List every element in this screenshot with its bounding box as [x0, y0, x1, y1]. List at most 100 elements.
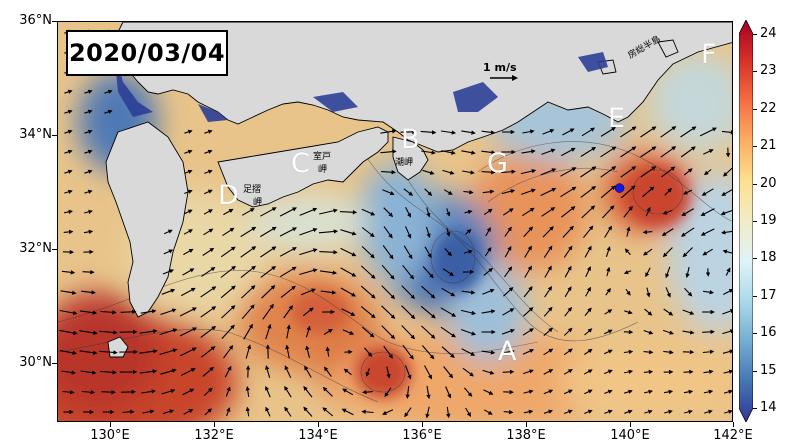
current-vector [139, 349, 158, 354]
current-vector [580, 166, 597, 178]
current-vector [82, 269, 95, 275]
current-vector [604, 309, 613, 315]
current-vector [182, 268, 195, 276]
current-vector [225, 386, 231, 397]
current-vector [481, 350, 496, 355]
current-vector [421, 325, 436, 339]
current-vector [184, 169, 193, 174]
current-vector [722, 329, 732, 335]
current-vector [122, 409, 135, 415]
current-vector [403, 188, 414, 196]
current-vector [503, 409, 514, 415]
current-vector [460, 309, 477, 316]
current-vector [179, 347, 197, 357]
current-vector [483, 389, 494, 395]
map-frame [57, 21, 733, 422]
current-vector [182, 388, 195, 396]
current-vector [721, 230, 732, 235]
colorbar-label-23: 23 [760, 63, 777, 79]
current-vector [184, 149, 193, 154]
current-vector [620, 126, 637, 138]
current-vector [383, 226, 393, 239]
current-vector [643, 389, 653, 394]
current-vector [501, 169, 516, 174]
current-vector [64, 189, 73, 194]
current-vector [682, 309, 695, 315]
current-vector [461, 348, 476, 356]
current-vector [159, 348, 178, 356]
current-vector [624, 248, 631, 256]
current-vector [681, 208, 694, 216]
current-vector [245, 406, 251, 417]
current-vector [564, 286, 572, 298]
current-vector [361, 208, 376, 216]
colorbar-tick [753, 295, 757, 297]
current-vector [260, 207, 277, 217]
current-vector [342, 388, 354, 396]
current-vector [522, 207, 535, 217]
current-vector [360, 265, 376, 279]
current-vector [340, 287, 357, 297]
current-vector [382, 189, 395, 196]
current-vector [540, 168, 557, 176]
current-vector [441, 287, 456, 297]
current-vector [585, 286, 591, 297]
current-vector [702, 248, 713, 256]
current-vector [163, 249, 174, 255]
current-vector [223, 345, 234, 359]
region-letter-e: E [608, 103, 626, 134]
current-vector [502, 308, 515, 316]
current-vector [361, 227, 375, 238]
current-vector [624, 310, 633, 315]
scale-label: 1 m/s [483, 61, 517, 74]
current-vector [503, 287, 514, 297]
current-vector [722, 349, 732, 354]
current-vector [200, 306, 217, 318]
current-vector [426, 385, 431, 400]
current-vector [381, 325, 396, 340]
current-vector [664, 409, 673, 414]
current-vector [661, 228, 674, 236]
current-vector [203, 209, 213, 215]
current-vector [642, 186, 655, 198]
current-vector [661, 166, 676, 178]
current-vector [680, 227, 695, 237]
current-vector [640, 126, 657, 138]
current-vector [184, 209, 193, 215]
current-vector [603, 349, 613, 355]
current-vector [285, 344, 290, 359]
colorbar-label-22: 22 [760, 100, 777, 116]
current-vector [139, 329, 158, 334]
current-vector [245, 344, 252, 359]
current-vector [420, 305, 436, 319]
current-vector [80, 370, 97, 375]
current-vector [600, 146, 617, 158]
current-vector [703, 389, 714, 394]
current-vector [440, 326, 456, 338]
sst-map [58, 22, 732, 421]
current-vector [444, 248, 452, 257]
colorbar-label-24: 24 [760, 26, 777, 41]
current-vector [81, 390, 96, 395]
current-vector [382, 409, 394, 415]
current-vector [523, 226, 534, 238]
current-vector [299, 228, 318, 236]
current-vector [441, 150, 456, 155]
current-vector [543, 389, 554, 395]
current-vector [402, 264, 415, 280]
current-vector [543, 348, 554, 356]
current-vector [561, 206, 576, 218]
current-vector [443, 189, 453, 195]
current-vector [604, 409, 613, 414]
current-vector [426, 207, 431, 218]
current-vector [64, 169, 73, 174]
current-vector [704, 409, 713, 414]
current-vector [561, 147, 576, 157]
current-vector [223, 208, 234, 216]
current-vector [560, 186, 577, 198]
current-vector [304, 365, 312, 378]
current-vector [140, 309, 157, 314]
current-vector [620, 185, 636, 199]
colorbar-tick [753, 108, 757, 110]
current-vector [485, 227, 491, 237]
